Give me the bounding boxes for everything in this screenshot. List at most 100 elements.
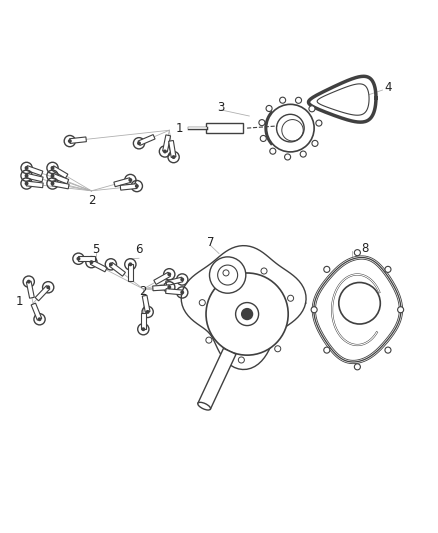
Circle shape	[311, 306, 317, 313]
Circle shape	[296, 98, 301, 103]
Circle shape	[309, 106, 315, 112]
Text: 2: 2	[140, 285, 147, 298]
Circle shape	[209, 257, 246, 293]
Circle shape	[25, 166, 28, 170]
Polygon shape	[26, 166, 43, 175]
FancyBboxPatch shape	[206, 123, 243, 133]
Circle shape	[50, 182, 54, 185]
Circle shape	[223, 270, 229, 276]
Polygon shape	[128, 264, 133, 281]
Polygon shape	[317, 84, 369, 115]
Text: 2: 2	[88, 194, 95, 207]
Polygon shape	[154, 272, 170, 285]
Circle shape	[238, 357, 244, 363]
Circle shape	[241, 308, 253, 320]
Polygon shape	[153, 285, 170, 290]
Circle shape	[260, 135, 266, 141]
Polygon shape	[138, 135, 155, 146]
Circle shape	[259, 119, 265, 126]
Polygon shape	[31, 303, 42, 320]
Polygon shape	[26, 281, 34, 298]
Circle shape	[279, 97, 286, 103]
Circle shape	[316, 120, 322, 126]
Polygon shape	[166, 277, 183, 286]
Circle shape	[206, 337, 212, 343]
Circle shape	[261, 268, 267, 274]
Circle shape	[398, 306, 404, 313]
Circle shape	[354, 249, 360, 256]
Polygon shape	[52, 173, 69, 184]
Polygon shape	[314, 257, 401, 362]
Circle shape	[167, 272, 171, 276]
Polygon shape	[90, 260, 107, 272]
Circle shape	[137, 141, 141, 145]
Polygon shape	[110, 262, 125, 276]
Circle shape	[276, 114, 304, 142]
Polygon shape	[26, 173, 43, 182]
Text: 4: 4	[384, 80, 392, 93]
Polygon shape	[26, 181, 43, 188]
Circle shape	[25, 182, 28, 185]
Circle shape	[109, 262, 113, 266]
Polygon shape	[308, 76, 376, 122]
Circle shape	[38, 317, 42, 321]
Polygon shape	[52, 181, 69, 189]
Text: 3: 3	[218, 101, 225, 114]
Text: 6: 6	[135, 243, 143, 256]
Circle shape	[89, 260, 93, 264]
Circle shape	[218, 265, 238, 285]
Polygon shape	[120, 184, 137, 190]
Circle shape	[288, 295, 293, 301]
Polygon shape	[70, 137, 86, 143]
Text: 7: 7	[207, 236, 214, 249]
Circle shape	[206, 273, 288, 355]
Circle shape	[135, 184, 139, 188]
Circle shape	[163, 149, 167, 154]
Circle shape	[266, 106, 272, 111]
Polygon shape	[169, 141, 176, 157]
Circle shape	[324, 347, 330, 353]
Circle shape	[385, 347, 391, 353]
Polygon shape	[142, 295, 150, 312]
Circle shape	[267, 104, 314, 152]
Polygon shape	[162, 135, 170, 152]
Polygon shape	[141, 313, 146, 329]
Circle shape	[236, 303, 258, 326]
Text: 5: 5	[92, 243, 99, 256]
Circle shape	[324, 266, 330, 272]
Circle shape	[172, 155, 176, 159]
Polygon shape	[51, 166, 68, 179]
Polygon shape	[114, 177, 131, 187]
Circle shape	[385, 266, 391, 272]
Circle shape	[300, 151, 306, 157]
Text: 8: 8	[361, 242, 368, 255]
Circle shape	[68, 139, 72, 143]
Circle shape	[270, 148, 276, 154]
Circle shape	[50, 174, 54, 177]
Text: 1: 1	[176, 122, 183, 135]
Circle shape	[146, 310, 150, 314]
Circle shape	[77, 257, 81, 261]
Ellipse shape	[198, 402, 211, 410]
Circle shape	[180, 290, 184, 294]
Polygon shape	[166, 289, 183, 295]
Circle shape	[285, 154, 291, 160]
Circle shape	[199, 300, 205, 306]
Polygon shape	[35, 286, 50, 301]
Text: 1: 1	[16, 295, 23, 309]
Circle shape	[312, 140, 318, 147]
Polygon shape	[198, 349, 236, 409]
Circle shape	[46, 285, 50, 289]
Circle shape	[180, 278, 184, 281]
Circle shape	[27, 280, 31, 284]
Circle shape	[339, 282, 380, 324]
Circle shape	[50, 166, 54, 170]
Circle shape	[275, 346, 281, 352]
Circle shape	[128, 178, 132, 182]
Circle shape	[354, 364, 360, 370]
Circle shape	[25, 174, 28, 177]
Circle shape	[141, 327, 145, 331]
Polygon shape	[78, 256, 95, 261]
Circle shape	[128, 262, 132, 266]
Circle shape	[167, 285, 171, 289]
